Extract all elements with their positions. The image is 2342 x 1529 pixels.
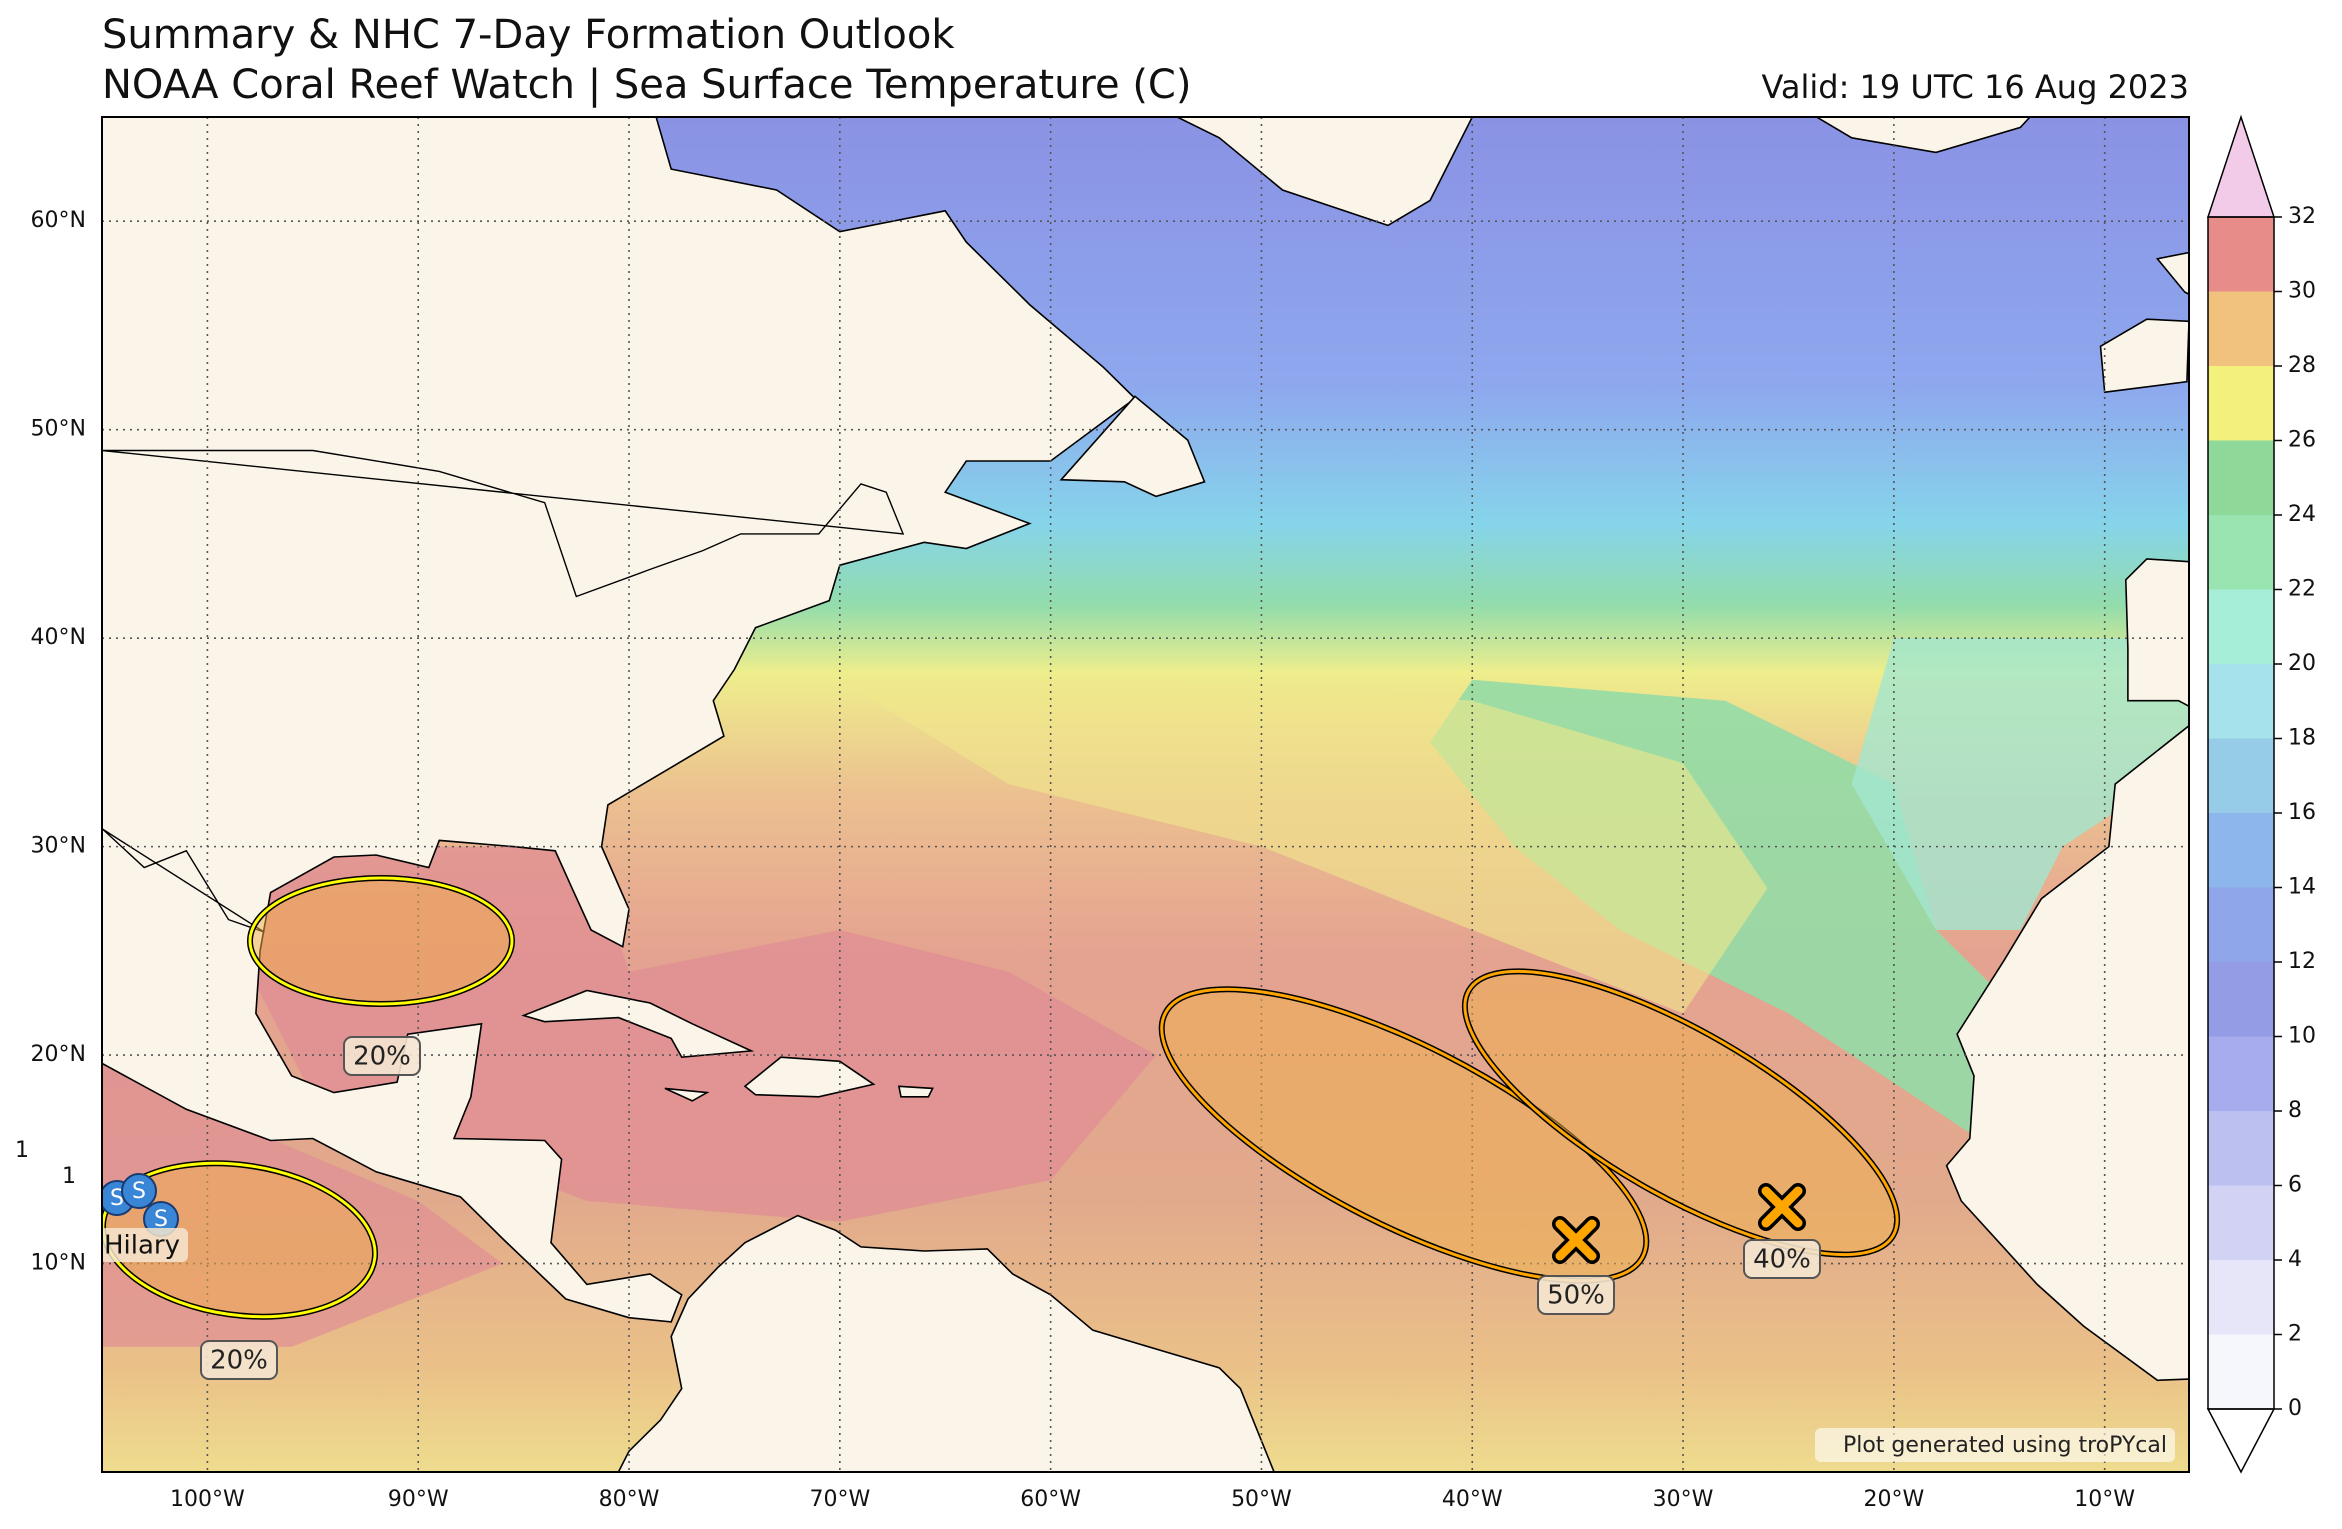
colorbar-tick-label: 22: [2288, 577, 2316, 602]
colorbar-band: [2208, 366, 2274, 441]
stray-label: 1: [15, 1138, 29, 1163]
land: [1814, 117, 2032, 154]
colorbar-band: [2208, 1111, 2274, 1186]
lat-label: 20°N: [31, 1042, 86, 1067]
lon-label: 80°W: [599, 1487, 660, 1512]
lon-label: 30°W: [1653, 1487, 1714, 1512]
land: [2155, 251, 2189, 296]
lat-label: 40°N: [31, 625, 86, 650]
storm-symbol: S: [110, 1186, 124, 1211]
colorbar-tick-label: 28: [2288, 353, 2316, 378]
outlooks: 20% 20% 50% 40%: [102, 875, 1901, 1380]
lon-label: 100°W: [170, 1487, 245, 1512]
outlook-label-box: [1537, 1275, 1615, 1315]
colorbar-tick-label: 2: [2288, 1322, 2302, 1347]
colorbar-band: [2208, 664, 2274, 739]
colorbar-band: [2208, 887, 2274, 962]
colorbar-tick-label: 20: [2288, 651, 2316, 676]
colorbar-tick-label: 6: [2288, 1173, 2302, 1198]
lon-label: 50°W: [1231, 1487, 1292, 1512]
colorbar-band: [2208, 515, 2274, 590]
lat-label: 60°N: [31, 208, 86, 233]
colorbar-band: [2208, 291, 2274, 366]
colorbar-tick-label: 0: [2288, 1396, 2302, 1421]
colorbar-tick-label: 10: [2288, 1024, 2316, 1049]
outlook-area: [248, 876, 514, 1006]
outlook-label: 20%: [353, 1042, 411, 1072]
land: [743, 1056, 876, 1098]
colorbar-tick-label: 30: [2288, 279, 2316, 304]
lon-label: 20°W: [1863, 1487, 1924, 1512]
outlook-area: [102, 1161, 377, 1319]
colorbar-band: [2208, 1334, 2274, 1409]
storm-marker: [121, 1173, 157, 1209]
land: [664, 1087, 710, 1102]
storm-name: Hilary: [104, 1231, 180, 1261]
outlook-label-box: [343, 1036, 421, 1076]
colorbar-band: [2208, 738, 2274, 813]
lon-label: 60°W: [1020, 1487, 1081, 1512]
lon-label: 90°W: [388, 1487, 449, 1512]
credit: Plot generated using troPYcal: [1843, 1433, 2167, 1458]
land: [1059, 395, 1206, 498]
sst-cool-east2: [1851, 638, 2189, 930]
outlook-label: 20%: [210, 1346, 268, 1376]
storm-symbol: S: [132, 1179, 146, 1204]
valid-time: Valid: 19 UTC 16 Aug 2023: [1761, 68, 2189, 106]
colorbar-over: [2206, 114, 2276, 218]
land: [2124, 558, 2189, 708]
land-border: [102, 449, 905, 598]
colorbar-tick-label: 32: [2288, 204, 2316, 229]
colorbar-tick-label: 26: [2288, 428, 2316, 453]
colorbar-band: [2208, 1036, 2274, 1111]
colorbar-band: [2208, 813, 2274, 888]
outlook-label: 50%: [1547, 1281, 1605, 1311]
stray-label: 1: [62, 1164, 76, 1189]
colorbar-band: [2208, 440, 2274, 515]
land: [1945, 724, 2189, 1382]
credit-box: [1815, 1428, 2175, 1462]
colorbar-tick-label: 24: [2288, 502, 2316, 527]
colorbar-tick-label: 12: [2288, 949, 2316, 974]
colorbar-band: [2208, 1260, 2274, 1335]
land: [102, 117, 1137, 1323]
colorbar-tick-label: 14: [2288, 875, 2316, 900]
lat-label: 30°N: [31, 834, 86, 859]
colorbar-band: [2208, 217, 2274, 292]
land: [1175, 117, 1475, 227]
colorbar-band: [2208, 589, 2274, 664]
lon-label: 40°W: [1442, 1487, 1503, 1512]
colorbar-band: [2208, 1185, 2274, 1260]
colorbar-band: [2208, 962, 2274, 1037]
lon-label: 70°W: [809, 1487, 870, 1512]
outlook-area: [1463, 969, 1899, 1257]
lat-label: 10°N: [31, 1251, 86, 1276]
outlook-label: 40%: [1753, 1245, 1811, 1275]
land: [2099, 318, 2189, 394]
outlook-area: [1160, 987, 1648, 1283]
subtitle: NOAA Coral Reef Watch | Sea Surface Temp…: [102, 62, 1191, 108]
colorbar-tick-label: 16: [2288, 800, 2316, 825]
title: Summary & NHC 7-Day Formation Outlook: [102, 12, 955, 58]
sst-yellow-mid: [839, 679, 1768, 1014]
outlook-label-box: [1743, 1239, 1821, 1279]
land: [897, 1085, 934, 1098]
land: [617, 1214, 1275, 1472]
lat-label: 50°N: [31, 417, 86, 442]
land: [521, 989, 755, 1059]
outlook-x: [1555, 1219, 1597, 1261]
map-frame: [101, 116, 2190, 1473]
storm-symbol: S: [154, 1207, 168, 1232]
colorbar-tick-label: 18: [2288, 726, 2316, 751]
lon-label: 10°W: [2074, 1487, 2135, 1512]
colorbar-under: [2206, 1408, 2276, 1474]
colorbar-tick-label: 4: [2288, 1247, 2302, 1272]
outlook-label-box: [200, 1340, 278, 1380]
colorbar-tick-label: 8: [2288, 1098, 2302, 1123]
outlook-x: [1761, 1186, 1803, 1228]
storm-name-box: [102, 1228, 188, 1262]
